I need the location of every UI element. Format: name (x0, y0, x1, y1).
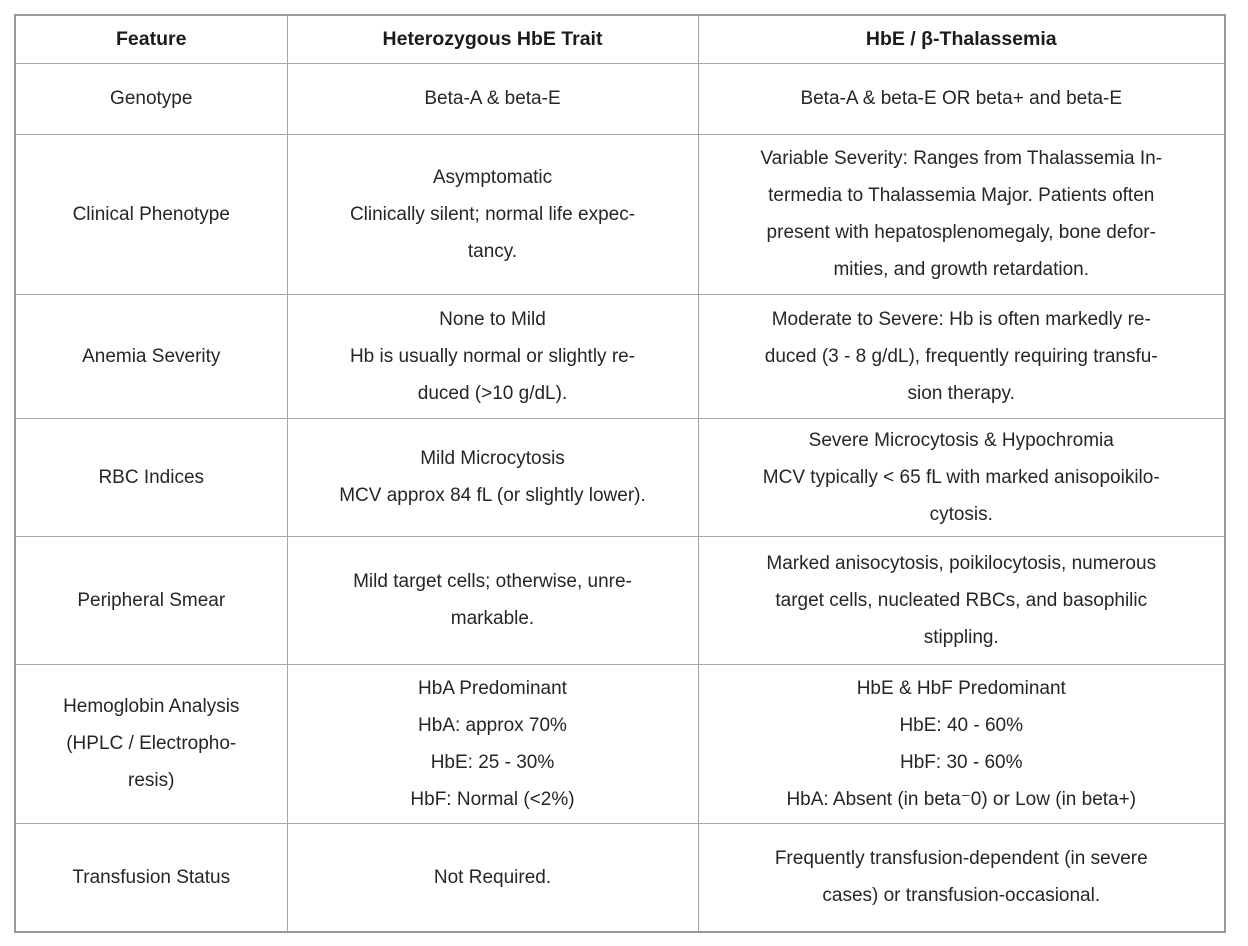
trait-cell: Mild Microcytosis MCV approx 84 fL (or s… (286, 417, 699, 537)
table-row-clinical-phenotype: Clinical Phenotype Asymptomatic Clinical… (14, 133, 1226, 295)
column-header-hbe-beta-thalassemia: HbE / β-Thalassemia (697, 14, 1226, 64)
hbe-comparison-table: Feature Heterozygous HbE Trait HbE / β-T… (14, 14, 1226, 933)
trait-cell: None to Mild Hb is usually normal or sli… (286, 293, 699, 419)
table-row-hemoglobin-analysis: Hemoglobin Analysis (HPLC / Electropho- … (14, 663, 1226, 824)
trait-cell: Mild target cells; otherwise, unre- mark… (286, 535, 699, 665)
table-row-transfusion-status: Transfusion Status Not Required. Frequen… (14, 822, 1226, 933)
thalassemia-cell: Frequently transfusion-dependent (in sev… (697, 822, 1226, 933)
table-row-genotype: Genotype Beta-A & beta-E Beta-A & beta-E… (14, 62, 1226, 135)
trait-cell: HbA Predominant HbA: approx 70% HbE: 25 … (286, 663, 699, 824)
feature-cell: Anemia Severity (14, 293, 288, 419)
feature-cell: Hemoglobin Analysis (HPLC / Electropho- … (14, 663, 288, 824)
trait-cell: Not Required. (286, 822, 699, 933)
thalassemia-cell: HbE & HbF Predominant HbE: 40 - 60% HbF:… (697, 663, 1226, 824)
table-row-anemia-severity: Anemia Severity None to Mild Hb is usual… (14, 293, 1226, 419)
trait-cell: Beta-A & beta-E (286, 62, 699, 135)
feature-cell: RBC Indices (14, 417, 288, 537)
column-header-feature: Feature (14, 14, 288, 64)
thalassemia-cell: Moderate to Severe: Hb is often markedly… (697, 293, 1226, 419)
trait-cell: Asymptomatic Clinically silent; normal l… (286, 133, 699, 295)
thalassemia-cell: Severe Microcytosis & Hypochromia MCV ty… (697, 417, 1226, 537)
document-page: Feature Heterozygous HbE Trait HbE / β-T… (14, 14, 1226, 933)
feature-cell: Clinical Phenotype (14, 133, 288, 295)
thalassemia-cell: Variable Severity: Ranges from Thalassem… (697, 133, 1226, 295)
table-row-peripheral-smear: Peripheral Smear Mild target cells; othe… (14, 535, 1226, 665)
header-row: Feature Heterozygous HbE Trait HbE / β-T… (14, 14, 1226, 64)
table-row-rbc-indices: RBC Indices Mild Microcytosis MCV approx… (14, 417, 1226, 537)
column-header-heterozygous-hbe-trait: Heterozygous HbE Trait (286, 14, 699, 64)
thalassemia-cell: Beta-A & beta-E OR beta+ and beta-E (697, 62, 1226, 135)
feature-cell: Genotype (14, 62, 288, 135)
thalassemia-cell: Marked anisocytosis, poikilocytosis, num… (697, 535, 1226, 665)
feature-cell: Peripheral Smear (14, 535, 288, 665)
feature-cell: Transfusion Status (14, 822, 288, 933)
